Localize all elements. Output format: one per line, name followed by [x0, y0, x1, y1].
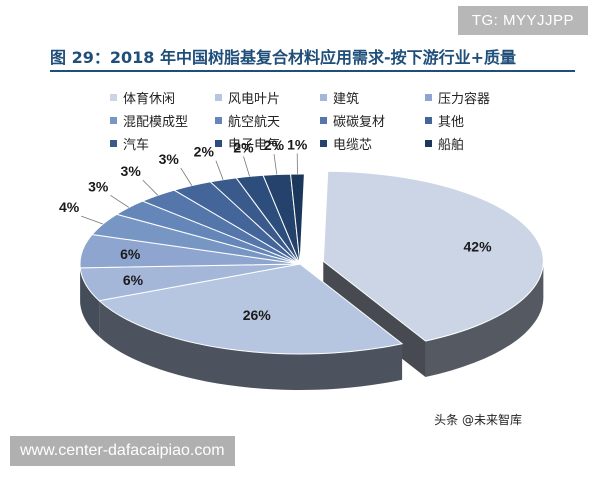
slice-label: 1% [287, 137, 308, 153]
legend-swatch [320, 140, 327, 147]
slice-label: 3% [121, 163, 142, 179]
source-watermark: 头条 @未来智库 [434, 413, 522, 427]
legend-label: 汽车 [123, 138, 150, 153]
label-leader-line [81, 215, 103, 225]
legend-item: 电缆芯 [320, 134, 425, 153]
legend-label: 碳碳复材 [333, 115, 386, 130]
slice-side [425, 261, 544, 377]
label-leader-line [243, 156, 250, 177]
slice-label: 6% [120, 246, 141, 262]
chart-legend: 体育休闲 风电叶片 建筑 压力容器混配模成型 航空航天 碳碳复材 其他汽车 电子电气 电缆芯 船舶 [110, 88, 530, 153]
legend-label: 压力容器 [438, 92, 491, 107]
legend-swatch [425, 140, 432, 147]
legend-item: 船舶 [425, 134, 530, 153]
slice-side [99, 300, 403, 390]
legend-item: 电子电气 [215, 134, 320, 153]
pie-slice [290, 173, 305, 265]
legend-swatch [425, 94, 432, 101]
pie-tops [79, 170, 544, 355]
legend-label: 航空航天 [228, 115, 281, 130]
legend-item: 航空航天 [215, 111, 320, 130]
legend-swatch [320, 94, 327, 101]
label-leader-line [273, 154, 278, 175]
label-leader-line [215, 160, 224, 180]
legend-swatch [110, 140, 117, 147]
legend-item: 汽车 [110, 134, 215, 153]
legend-swatch [215, 140, 222, 147]
slice-label: 26% [243, 307, 272, 323]
legend-item: 其他 [425, 111, 530, 130]
label-leader-line [180, 167, 193, 186]
legend-label: 建筑 [333, 92, 360, 107]
legend-label: 其他 [438, 115, 465, 130]
slice-label: 2% [194, 144, 215, 160]
slice-labels: 42%26%6%6%4%3%3%3% 2% 2% 2% 1% [59, 137, 492, 324]
legend-label: 体育休闲 [123, 92, 176, 107]
legend-item: 碳碳复材 [320, 111, 425, 130]
legend-swatch [215, 117, 222, 124]
legend-swatch [110, 117, 117, 124]
pie-slice [98, 263, 404, 355]
slice-label: 2% [233, 139, 254, 155]
label-leader-line [110, 194, 130, 208]
slice-label: 6% [123, 272, 144, 288]
legend-label: 电缆芯 [333, 138, 373, 153]
slice-label: 4% [59, 199, 80, 215]
legend-label: 风电叶片 [228, 92, 281, 107]
watermark-badge: TG: MYYJJPP [457, 6, 588, 35]
legend-swatch [320, 117, 327, 124]
slice-label: 2% [264, 137, 285, 153]
label-leader-line [142, 179, 159, 196]
chart-title: 图 29：2018 年中国树脂基复合材料应用需求-按下游行业+质量 [50, 48, 516, 67]
legend-item: 混配模成型 [110, 111, 215, 130]
legend-item: 压力容器 [425, 88, 530, 107]
legend-label: 船舶 [438, 138, 465, 153]
legend-item: 风电叶片 [215, 88, 320, 107]
url-watermark: www.center-dafacaipiao.com [10, 436, 235, 466]
legend-label: 电子电气 [228, 138, 281, 153]
legend-item: 建筑 [320, 88, 425, 107]
legend-label: 混配模成型 [123, 115, 189, 130]
legend-swatch [425, 117, 432, 124]
slice-label: 3% [159, 151, 180, 167]
slice-label: 42% [464, 238, 493, 254]
legend-swatch [215, 94, 222, 101]
legend-swatch [110, 94, 117, 101]
legend-item: 体育休闲 [110, 88, 215, 107]
slice-label: 3% [88, 178, 109, 194]
title-underline [50, 70, 575, 72]
pie-slice [322, 170, 544, 342]
slice-side [80, 267, 100, 337]
